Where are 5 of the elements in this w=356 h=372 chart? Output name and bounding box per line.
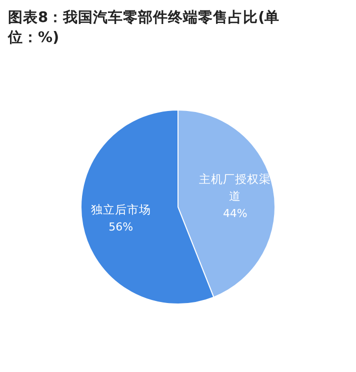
- slice-label: 独立后市场: [90, 202, 151, 216]
- data-label: 56%: [108, 220, 134, 234]
- data-label: 44%: [222, 207, 248, 220]
- slice-label: 主机厂授权渠道: [199, 172, 272, 204]
- chart-title: 图表8：我国汽车零部件终端零售占比(单位：%): [7, 8, 280, 46]
